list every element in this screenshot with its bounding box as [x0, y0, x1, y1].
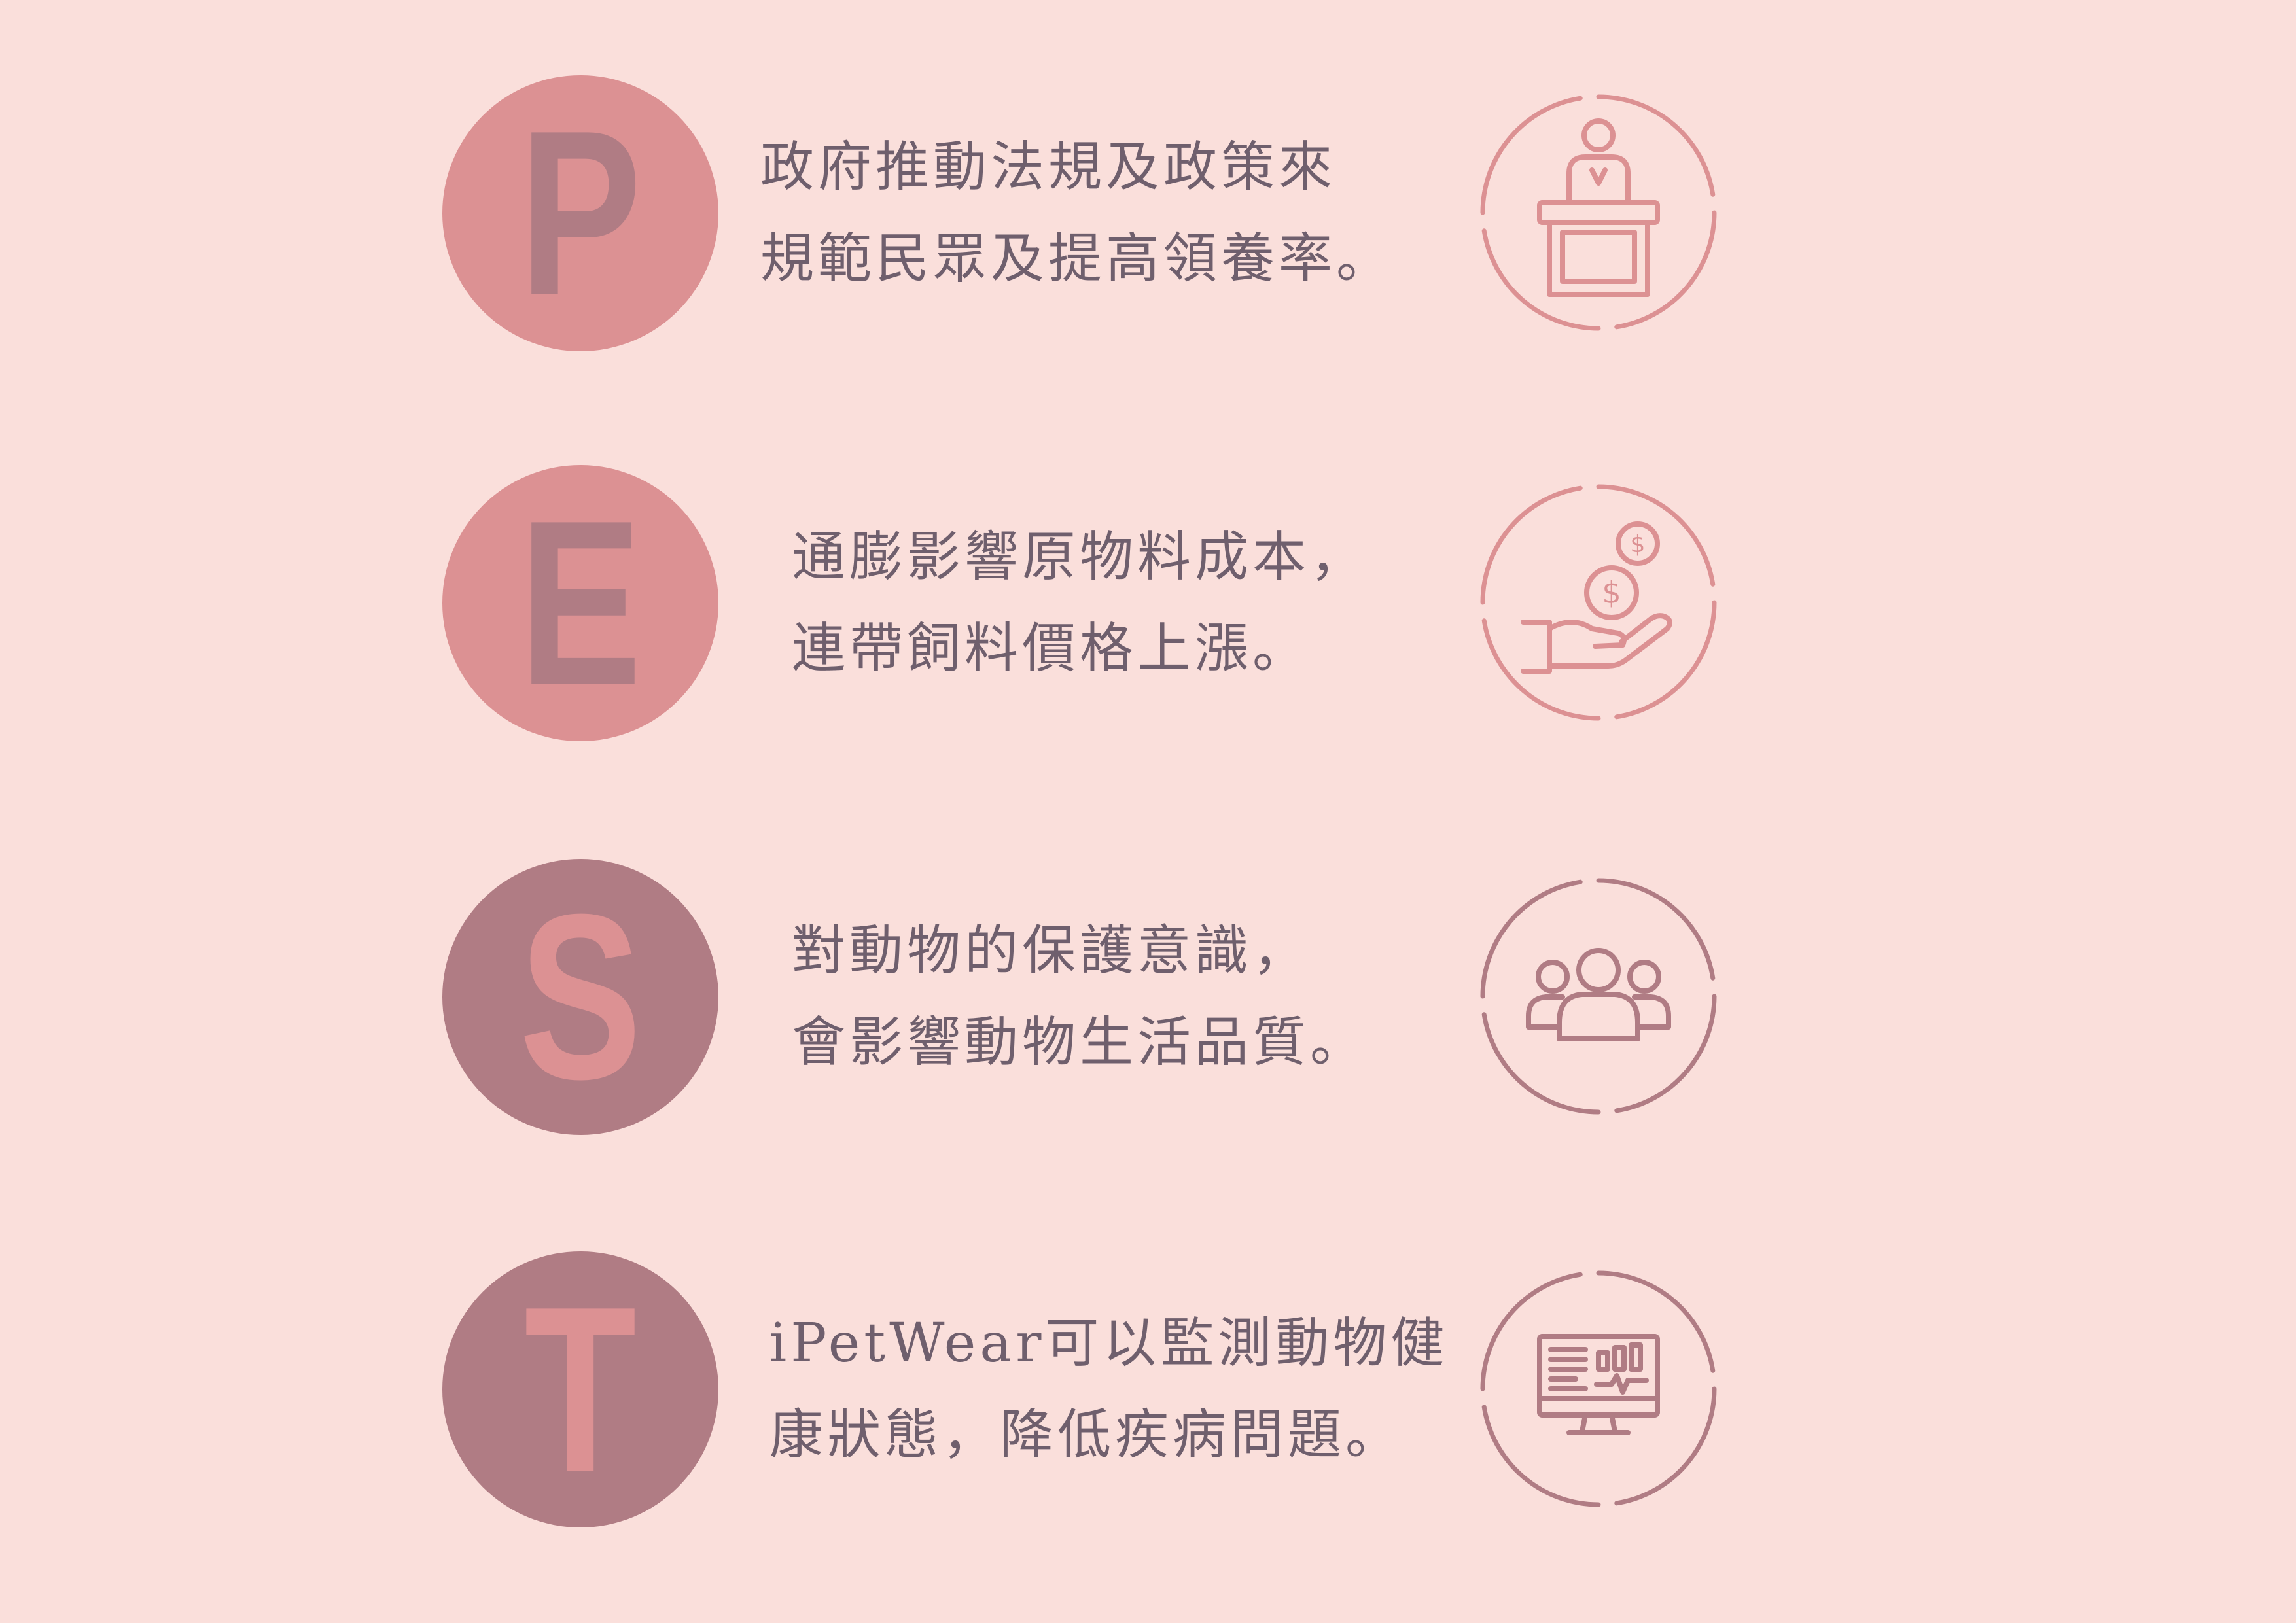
- letter-e: E: [519, 472, 642, 735]
- social-description: 對動物的保護意識， 會影響動物生活品質。: [792, 859, 1368, 1135]
- hand-coins-icon: $ $: [1477, 481, 1720, 724]
- social-line-2: 會影響動物生活品質。: [792, 1011, 1368, 1073]
- political-description: 政府推動法規及政策來 規範民眾及提高領養率。: [760, 75, 1394, 351]
- economic-line-2: 連帶飼料價格上漲。: [792, 618, 1311, 680]
- political-line-2: 規範民眾及提高領養率。: [760, 228, 1394, 290]
- pest-row-economic: E 通膨影響原物料成本， 連帶飼料價格上漲。 $ $: [0, 465, 2296, 746]
- monitor-chart-icon: [1477, 1268, 1720, 1510]
- letter-circle-p: P: [442, 75, 718, 351]
- letter-p: P: [519, 82, 642, 345]
- letter-s: S: [519, 865, 642, 1128]
- letter-t: T: [524, 1258, 637, 1521]
- letter-circle-t: T: [442, 1251, 718, 1527]
- political-line-1: 政府推動法規及政策來: [760, 136, 1337, 198]
- technological-line-1: iPetWear可以監測動物健: [769, 1312, 1449, 1374]
- technological-line-2: 康狀態，降低疾病問題。: [769, 1404, 1404, 1466]
- letter-circle-e: E: [442, 465, 718, 741]
- letter-circle-s: S: [442, 859, 718, 1135]
- technological-description: iPetWear可以監測動物健 康狀態，降低疾病問題。: [769, 1251, 1448, 1527]
- economic-line-1: 通膨影響原物料成本，: [792, 526, 1368, 588]
- pest-row-social: S 對動物的保護意識， 會影響動物生活品質。: [0, 859, 2296, 1140]
- economic-description: 通膨影響原物料成本， 連帶飼料價格上漲。: [792, 465, 1368, 741]
- podium-speaker-icon: [1477, 92, 1720, 334]
- svg-text:$: $: [1602, 575, 1621, 610]
- svg-text:$: $: [1631, 531, 1646, 558]
- people-group-icon: [1477, 875, 1720, 1117]
- pest-row-political: P 政府推動法規及政策來 規範民眾及提高領養率。: [0, 75, 2296, 357]
- social-line-1: 對動物的保護意識，: [792, 920, 1311, 982]
- pest-row-technological: T iPetWear可以監測動物健 康狀態，降低疾病問題。: [0, 1251, 2296, 1533]
